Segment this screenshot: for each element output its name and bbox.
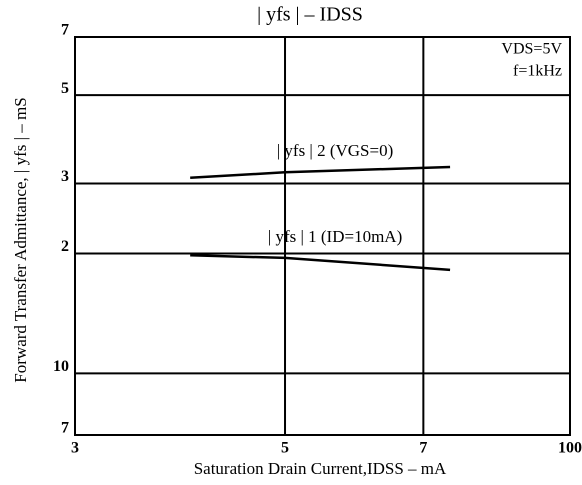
series-label: | yfs | 2 (VGS=0) bbox=[277, 141, 394, 160]
y-tick-label: 3 bbox=[61, 168, 69, 185]
y-tick-label: 7 bbox=[61, 22, 69, 39]
x-tick-label: 3 bbox=[71, 440, 79, 457]
series-line bbox=[190, 254, 451, 272]
series-line bbox=[190, 165, 451, 180]
y-tick-label: 5 bbox=[61, 80, 69, 97]
annotation: VDS=5V bbox=[501, 41, 562, 58]
series-label: | yfs | 1 (ID=10mA) bbox=[268, 227, 402, 246]
y-axis-label: Forward Transfer Admittance, | yfs | – m… bbox=[11, 97, 30, 382]
y-tick-label: 2 bbox=[61, 238, 69, 255]
y-tick-label: 7 bbox=[61, 420, 69, 437]
x-tick-label: 7 bbox=[419, 440, 427, 457]
annotation: f=1kHz bbox=[513, 63, 562, 80]
x-tick-label: 100 bbox=[558, 440, 582, 457]
chart-title: | yfs | – IDSS bbox=[257, 4, 363, 26]
x-tick-label: 5 bbox=[281, 440, 289, 457]
y-tick-label: 10 bbox=[53, 358, 69, 375]
x-axis-label: Saturation Drain Current,IDSS – mA bbox=[194, 459, 447, 478]
